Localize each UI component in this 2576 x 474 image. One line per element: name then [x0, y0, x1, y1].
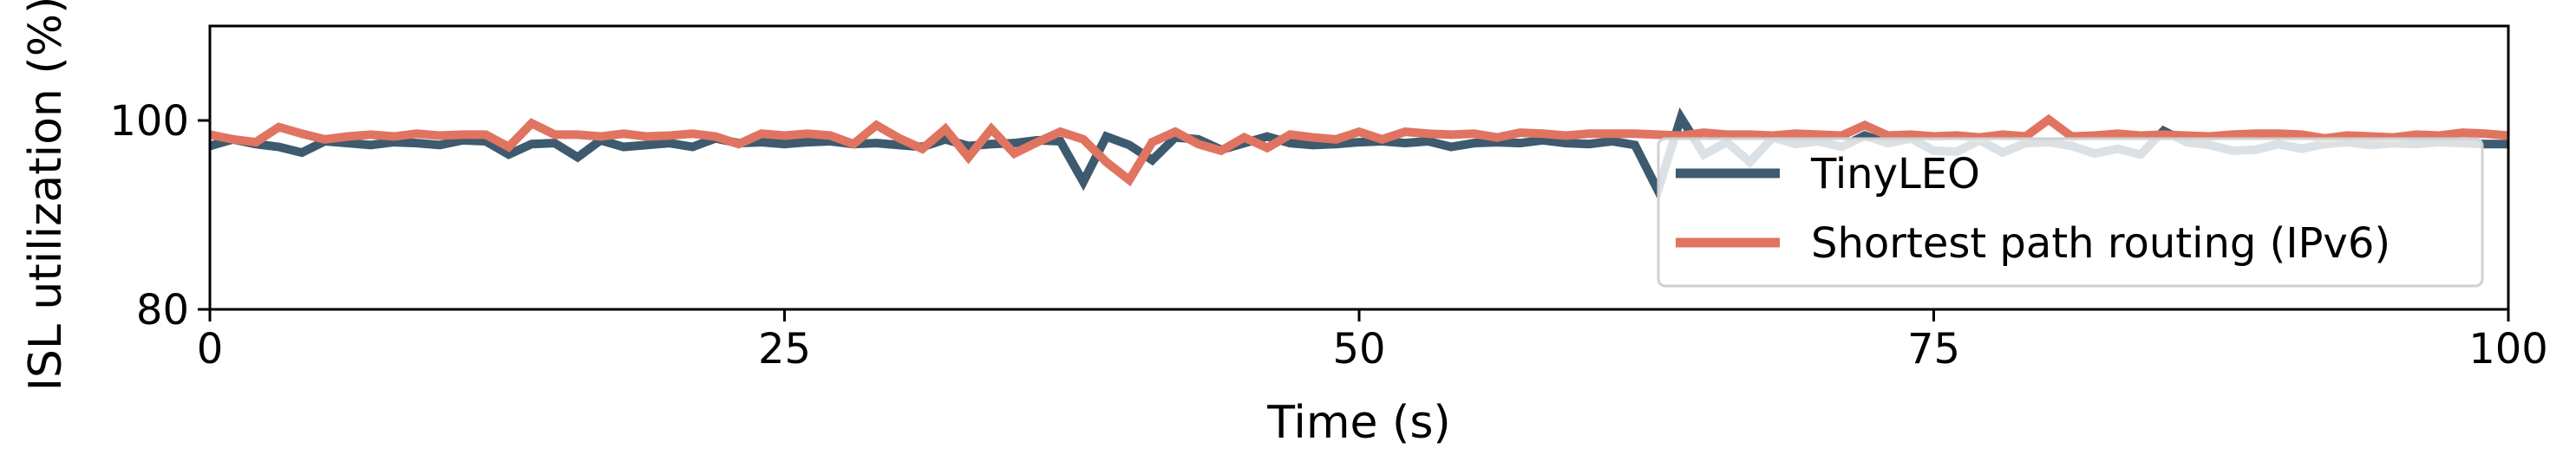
legend-label-shortest-path: Shortest path routing (IPv6) [1811, 219, 2390, 268]
y-tick-label: 80 [136, 286, 189, 334]
x-tick-label: 75 [1907, 325, 1960, 373]
y-axis-label: ISL utilization (%) [20, 0, 72, 391]
x-tick-label: 0 [197, 325, 224, 373]
x-tick-label: 100 [2468, 325, 2548, 373]
ticks-layer: 0 25 50 75 100 80 100 [109, 97, 2547, 373]
x-tick-label: 50 [1332, 325, 1385, 373]
legend-label-tinyleo: TinyLEO [1810, 150, 1980, 198]
legend: TinyLEO Shortest path routing (IPv6) [1657, 137, 2484, 288]
x-axis-label: Time (s) [1266, 397, 1450, 449]
legend-box [1657, 137, 2484, 288]
y-tick-label: 100 [109, 97, 189, 146]
series-line-1 [208, 114, 2509, 187]
x-tick-label: 25 [758, 325, 811, 373]
